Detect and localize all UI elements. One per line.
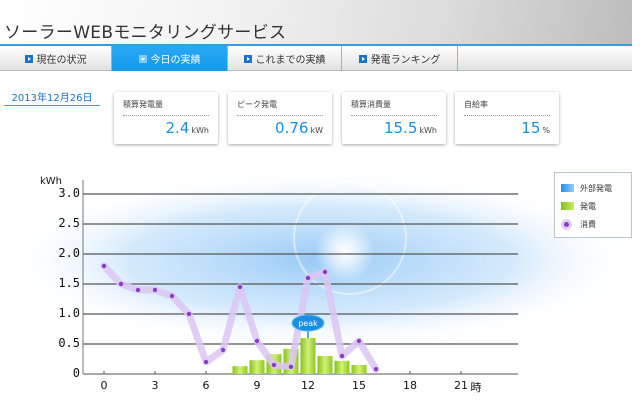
legend-item-external: 外部発電 [561,179,625,197]
divider [351,115,437,116]
tab-current-status[interactable]: 現在の状況 [0,46,112,71]
generation-bar [232,366,248,374]
stat-card-total-consumption: 積算消費量 15.5 kWh [342,92,446,144]
date-label: 2013年12月26日 [4,89,100,106]
y-tick-label: 2.5 [58,216,80,230]
arrow-right-icon [24,54,33,63]
consumption-point [339,353,345,359]
svg-text:peak: peak [298,319,318,328]
stat-value: 0.76 [275,119,309,137]
generation-bar [317,356,333,374]
tab-past-results[interactable]: これまでの実績 [228,46,342,71]
energy-chart: peak kWh 0 0.5 1.0 1.5 2.0 2.5 3.0 0 3 6 9 12 15 18 2… [0,160,640,404]
stat-value: 2.4 [165,119,190,137]
consumption-point [169,293,175,299]
header: ソーラーWEBモニタリングサービス [0,0,632,44]
x-tick-label: 21 [454,379,468,392]
y-tick-label: 1.5 [58,276,80,290]
x-tick-label: 3 [151,379,159,392]
stat-card-total-generation: 積算発電量 2.4 kWh [114,92,218,144]
arrow-right-icon [243,54,252,63]
divider [123,115,209,116]
consumption-point [271,362,277,368]
x-tick-label: 9 [253,379,261,392]
app-title: ソーラーWEBモニタリングサービス [4,23,287,43]
stat-card-self-sufficiency: 自給率 15% [455,92,559,144]
arrow-right-icon [358,54,367,63]
generation-bar [300,338,316,374]
y-tick-label: 0 [72,366,80,380]
y-tick-label: 3.0 [58,186,80,200]
consumption-point [322,269,328,275]
purple-dot-icon [561,218,572,230]
divider [237,115,323,116]
y-tick-label: 0.5 [58,336,80,350]
x-tick-label: 6 [202,379,210,392]
stat-value: 15.5 [383,119,418,137]
consumption-point [101,263,107,269]
y-tick-label: 2.0 [58,246,80,260]
divider [464,115,550,116]
x-axis-unit: 時 [470,381,482,394]
arrow-down-icon [138,54,147,63]
green-swatch-icon [561,202,574,210]
x-tick-label: 12 [301,379,315,392]
tab-generation-ranking[interactable]: 発電ランキング [342,46,458,71]
tab-today-results[interactable]: 今日の実績 [112,46,228,71]
peak-marker [291,314,325,332]
generation-bar [334,360,350,374]
consumption-point [186,311,192,317]
consumption-point [373,367,379,372]
legend-item-consumption: 消費 [561,215,625,233]
y-tick-label: 1.0 [58,306,80,320]
consumption-point [288,364,294,369]
x-tick-label: 15 [352,379,366,392]
legend-item-generation: 発電 [561,197,625,215]
x-tick-label: 0 [100,379,108,392]
consumption-point [135,287,141,293]
consumption-point [203,359,209,365]
generation-bar [249,360,265,374]
y-axis-unit: kWh [40,176,63,187]
consumption-point [356,338,362,344]
consumption-point [305,275,311,281]
chart-legend: 外部発電 発電 消費 [554,172,632,238]
nav-tabs: 現在の状況 今日の実績 これまでの実績 発電ランキング [0,44,632,71]
stat-value: 15 [521,119,541,137]
consumption-point [237,284,243,290]
blue-swatch-icon [561,184,574,192]
consumption-point [254,338,260,344]
x-tick-label: 18 [403,379,417,392]
consumption-point [220,347,226,353]
tab-empty [458,46,632,71]
consumption-point [118,281,124,287]
consumption-point [152,287,158,293]
chart-canvas: peak [0,170,640,375]
generation-bar [351,365,367,374]
stat-card-peak-generation: ピーク発電 0.76 kW [228,92,332,144]
